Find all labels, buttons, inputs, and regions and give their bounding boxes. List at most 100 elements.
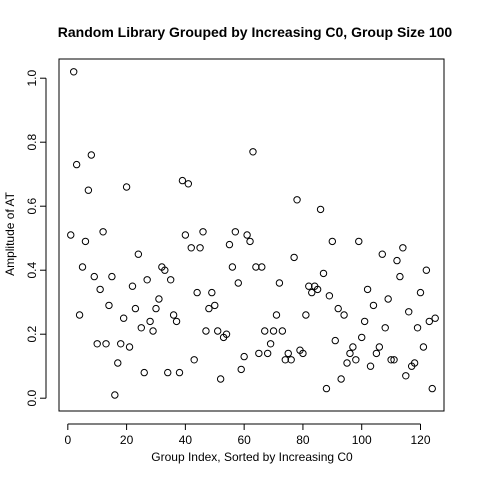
data-point bbox=[299, 349, 307, 358]
data-point bbox=[175, 368, 184, 377]
data-point bbox=[272, 311, 281, 319]
data-point bbox=[128, 282, 137, 290]
data-point bbox=[152, 304, 160, 313]
data-point bbox=[211, 301, 219, 310]
data-point bbox=[199, 228, 207, 236]
data-point bbox=[290, 253, 298, 262]
x-tick-label: 20 bbox=[120, 433, 134, 447]
data-point bbox=[72, 160, 81, 169]
data-point bbox=[325, 292, 334, 300]
data-point bbox=[105, 301, 113, 310]
data-point bbox=[134, 250, 143, 258]
x-tick-label: 120 bbox=[410, 433, 430, 447]
data-point bbox=[205, 304, 213, 313]
data-point bbox=[402, 372, 410, 380]
data-point bbox=[369, 301, 378, 310]
data-point bbox=[269, 327, 278, 335]
data-point bbox=[155, 295, 163, 303]
data-point bbox=[178, 176, 187, 185]
y-axis: 0.0 0.2 0.4 0.6 0.8 1.0 bbox=[25, 70, 47, 407]
data-point bbox=[284, 349, 292, 358]
data-point bbox=[358, 333, 366, 342]
data-point bbox=[122, 183, 131, 191]
data-point bbox=[99, 228, 107, 236]
data-point bbox=[228, 263, 237, 271]
data-point bbox=[413, 324, 422, 332]
data-point bbox=[308, 288, 316, 297]
data-point bbox=[419, 343, 428, 351]
data-point bbox=[255, 349, 263, 358]
data-point bbox=[184, 180, 193, 188]
data-point bbox=[164, 368, 172, 377]
data-point bbox=[225, 240, 234, 249]
data-point bbox=[81, 237, 90, 246]
data-point bbox=[278, 327, 287, 335]
data-point bbox=[396, 272, 404, 281]
data-point bbox=[405, 308, 413, 316]
data-point bbox=[363, 285, 372, 294]
data-point bbox=[275, 279, 284, 287]
data-point bbox=[187, 244, 195, 252]
data-point bbox=[328, 237, 337, 246]
data-point bbox=[190, 356, 198, 364]
data-point bbox=[258, 263, 266, 271]
data-point bbox=[108, 272, 116, 281]
data-point bbox=[102, 340, 110, 348]
data-point bbox=[346, 349, 354, 358]
data-point bbox=[237, 365, 245, 374]
data-point bbox=[378, 250, 386, 258]
data-point bbox=[410, 359, 419, 367]
x-tick-label: 80 bbox=[296, 433, 310, 447]
data-point bbox=[172, 317, 181, 326]
data-point bbox=[249, 148, 257, 156]
data-point bbox=[366, 362, 375, 370]
data-point bbox=[84, 186, 93, 194]
data-point bbox=[87, 151, 96, 159]
y-tick-label: 0.2 bbox=[25, 326, 39, 343]
data-point bbox=[243, 231, 251, 239]
data-point bbox=[216, 375, 225, 383]
data-point bbox=[302, 311, 310, 319]
data-point bbox=[352, 356, 360, 364]
x-tick-label: 100 bbox=[352, 433, 372, 447]
data-point bbox=[337, 375, 345, 383]
data-point bbox=[252, 263, 260, 271]
data-point bbox=[246, 237, 254, 246]
data-point bbox=[234, 279, 242, 287]
data-point bbox=[161, 266, 169, 274]
y-axis-label: Amplitude of AT bbox=[3, 191, 17, 275]
data-point bbox=[343, 359, 351, 367]
data-point bbox=[137, 324, 145, 332]
chart-title: Random Library Grouped by Increasing C0,… bbox=[58, 24, 453, 40]
data-point bbox=[381, 324, 389, 332]
data-point bbox=[425, 317, 434, 326]
data-points bbox=[67, 68, 439, 399]
data-point bbox=[263, 349, 272, 358]
x-tick-label: 60 bbox=[237, 433, 251, 447]
data-point bbox=[384, 295, 392, 303]
x-axis: 0 20 40 60 80 100 120 bbox=[64, 423, 431, 447]
data-point bbox=[349, 343, 357, 351]
data-point bbox=[222, 330, 231, 338]
data-point bbox=[75, 311, 84, 319]
data-point bbox=[131, 304, 140, 313]
data-point bbox=[319, 269, 328, 278]
data-point bbox=[399, 244, 407, 252]
data-point bbox=[193, 288, 201, 297]
data-point bbox=[316, 205, 325, 214]
data-point bbox=[340, 311, 348, 319]
data-point bbox=[390, 356, 398, 364]
data-point bbox=[111, 391, 119, 399]
data-point bbox=[322, 384, 331, 393]
data-point bbox=[69, 68, 78, 76]
data-point bbox=[331, 336, 339, 345]
data-point bbox=[202, 327, 210, 335]
data-point bbox=[355, 237, 363, 246]
data-point bbox=[196, 244, 204, 252]
data-point bbox=[90, 272, 98, 281]
data-point bbox=[96, 285, 104, 294]
y-tick-label: 0.6 bbox=[25, 198, 39, 215]
data-point bbox=[393, 256, 401, 265]
data-point bbox=[375, 343, 384, 351]
data-point bbox=[287, 356, 295, 364]
